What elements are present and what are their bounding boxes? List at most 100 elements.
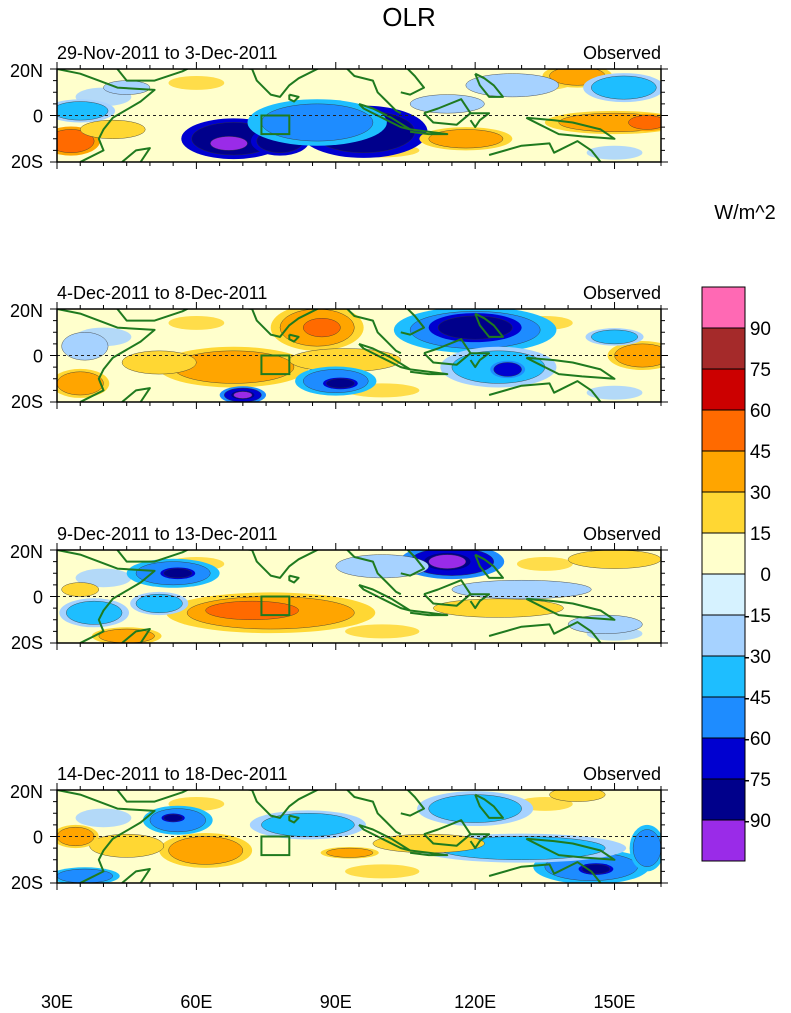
- colorbar-segment: [701, 573, 746, 616]
- y-tick-label: 20N: [10, 542, 43, 562]
- coastline: [469, 112, 491, 129]
- coastline: [409, 609, 449, 617]
- coastline: [288, 93, 300, 103]
- panel-field: [57, 790, 661, 883]
- panel-label: Observed: [583, 43, 661, 63]
- coastline: [288, 574, 300, 584]
- coastline: [243, 550, 320, 579]
- anomaly-contour: [205, 600, 299, 620]
- colorbar-label: 75: [750, 360, 771, 381]
- coastline: [121, 868, 151, 883]
- y-tick-label: 0: [33, 828, 43, 848]
- coastline: [525, 356, 616, 380]
- coastline: [525, 837, 616, 861]
- y-tick-label: 0: [33, 347, 43, 367]
- coastline: [409, 128, 449, 136]
- coastline: [525, 597, 616, 621]
- anomaly-contour: [261, 103, 374, 142]
- panel-period: 4-Dec-2011 to 8-Dec-2011: [57, 283, 267, 303]
- colorbar-segment: [701, 737, 746, 780]
- y-tick-label: 0: [33, 107, 43, 127]
- panel-label: Observed: [583, 764, 661, 784]
- coastline: [409, 368, 449, 376]
- anomaly-patch: [168, 75, 225, 90]
- anomaly-patch: [75, 568, 132, 588]
- map-panel: 20N 0 20S 4-Dec-2011 to 8-Dec-2011 Observed: [10, 283, 668, 412]
- map-panel: 20N 0 20S 29-Nov-2011 to 3-Dec-2011 Observed: [10, 43, 668, 172]
- colorbar-label: -60: [744, 729, 771, 750]
- colorbar-segment: [701, 819, 746, 862]
- anomaly-contour: [261, 813, 355, 837]
- coastline: [474, 72, 504, 98]
- panel-label: Observed: [583, 283, 661, 303]
- anomaly-contour: [61, 582, 100, 597]
- coastline: [358, 583, 412, 612]
- figure-title: OLR: [382, 2, 435, 32]
- coastline: [288, 814, 300, 824]
- panel-field: [57, 69, 661, 162]
- anomaly-contour: [210, 136, 248, 151]
- anomaly-contour: [98, 628, 155, 643]
- coastline: [57, 790, 156, 883]
- coastline: [345, 69, 402, 115]
- coastline: [474, 793, 504, 819]
- coastline: [116, 69, 190, 82]
- anomaly-patch: [586, 385, 643, 400]
- coastline: [525, 116, 616, 140]
- coastline: [121, 147, 151, 162]
- colorbar-segment: [701, 409, 746, 452]
- anomaly-contour: [591, 329, 638, 345]
- coastline: [116, 309, 190, 322]
- coastline: [243, 790, 320, 819]
- panel-period: 9-Dec-2011 to 13-Dec-2011: [57, 524, 277, 544]
- coastline: [358, 823, 412, 852]
- coastline: [345, 550, 402, 596]
- anomaly-contour: [57, 868, 113, 883]
- colorbar-segment: [701, 532, 746, 575]
- y-tick-label: 20S: [11, 152, 43, 172]
- panel-label: Observed: [583, 524, 661, 544]
- anomaly-contour: [581, 864, 611, 874]
- anomaly-contour: [168, 836, 244, 865]
- region-box: [260, 835, 291, 857]
- coastline: [57, 69, 156, 162]
- coastline: [488, 621, 602, 643]
- colorbar-segment: [701, 655, 746, 698]
- anomaly-contour: [163, 568, 192, 579]
- anomaly-contour: [591, 75, 657, 100]
- panel-field: [57, 309, 661, 402]
- anomaly-contour: [80, 119, 146, 139]
- colorbar-label: -75: [744, 770, 771, 791]
- anomaly-contour: [433, 598, 564, 618]
- colorbar-label: 90: [750, 319, 771, 340]
- coastline: [345, 790, 402, 836]
- colorbar-label: -30: [744, 647, 771, 668]
- anomaly-contour: [567, 550, 661, 569]
- coastline: [400, 309, 425, 336]
- coastline: [116, 790, 190, 803]
- y-tick-label: 20S: [11, 633, 43, 653]
- colorbar-label: 30: [750, 483, 771, 504]
- coastline: [409, 849, 449, 857]
- anomaly-contour: [303, 318, 341, 338]
- anomaly-contour: [451, 580, 592, 600]
- coastline: [400, 790, 425, 817]
- map-panel: 20N 0 20S 14-Dec-2011 to 18-Dec-2011 Observe…: [10, 764, 668, 893]
- colorbar: 90 75 60 45 30 15 0 -15 -30 -45 -60 -75 -90: [701, 286, 771, 862]
- region-box: [260, 354, 291, 376]
- region-box: [260, 114, 291, 136]
- anomaly-patch: [75, 808, 132, 828]
- colorbar-label: 15: [750, 524, 771, 545]
- colorbar-segment: [701, 327, 746, 370]
- anomaly-contour: [233, 391, 253, 399]
- coastline: [57, 309, 156, 402]
- x-axis: 30E 60E 90E 120E 150E: [41, 992, 636, 1012]
- coastline: [488, 380, 602, 402]
- colorbar-label: -45: [744, 688, 771, 709]
- y-tick-label: 20N: [10, 301, 43, 321]
- coastline: [116, 550, 190, 563]
- anomaly-patch: [345, 864, 420, 879]
- coastline: [400, 69, 425, 96]
- coastline: [243, 69, 320, 98]
